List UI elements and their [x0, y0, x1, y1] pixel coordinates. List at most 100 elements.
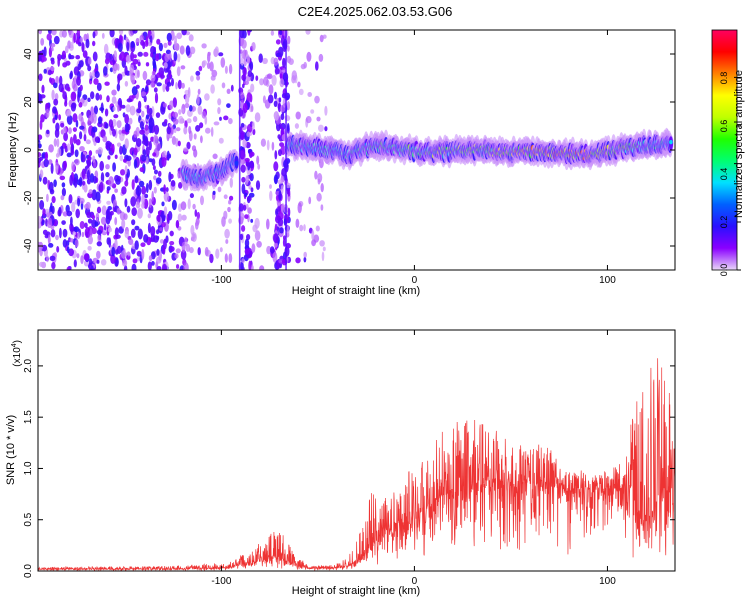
spectrogram-cell: [143, 51, 149, 57]
spectrogram-cell: [94, 221, 99, 227]
spectrogram-cell: [48, 243, 54, 248]
spectrogram-cell: [68, 248, 74, 257]
spectrogram-cell: [241, 258, 245, 264]
spectrogram-cell: [108, 176, 114, 187]
spectrogram-cell: [175, 248, 181, 254]
spectrogram-cell: [184, 120, 188, 129]
spectrogram-cell: [256, 155, 260, 165]
spectrogram-cell: [153, 175, 157, 181]
spectrogram-cell: [240, 122, 245, 128]
spectrogram-cell: [59, 75, 63, 86]
spectrogram-cell: [156, 248, 160, 256]
spectrogram-cell: [116, 245, 122, 254]
spectrogram-cell: [48, 144, 54, 153]
spectrogram-cell: [267, 94, 274, 104]
spectrogram-cell: [73, 226, 80, 233]
spectrogram-cell: [303, 256, 307, 263]
snr-y-tick-label: 0.0: [23, 564, 34, 578]
spectrogram-y-tick-label: 20: [23, 96, 34, 108]
spectrogram-cell: [224, 253, 228, 263]
spectrogram-cell: [188, 126, 192, 134]
spectrogram-cell: [92, 51, 98, 62]
spectrogram-cell: [112, 119, 117, 127]
spectrogram-cell: [70, 216, 73, 226]
spectrogram-cell: [156, 72, 161, 78]
spectrogram-cell: [286, 101, 290, 111]
spectrogram-cell: [96, 259, 100, 264]
spectrogram-cell: [76, 30, 81, 38]
spectrogram-cell: [64, 100, 68, 107]
spectrogram-cell: [195, 124, 201, 132]
spectrogram-cell: [276, 122, 281, 132]
spectrogram-cell: [310, 109, 315, 114]
spectrogram-cell: [108, 119, 114, 128]
spectrogram-cell: [38, 93, 43, 104]
spectrogram-cell: [75, 55, 81, 60]
spectrogram-cell: [177, 213, 183, 222]
spectrogram-cell: [78, 60, 84, 68]
spectrogram-cell: [172, 118, 179, 125]
spectrogram-cell: [204, 246, 209, 257]
spectrogram-cell: [114, 154, 118, 159]
spectrogram-cell: [198, 65, 203, 72]
spectrogram-cell: [54, 114, 58, 120]
spectrogram-cell: [55, 122, 60, 132]
spectrogram-cell: [165, 187, 169, 193]
spectrogram-cell: [56, 246, 60, 253]
spectrogram-cell: [177, 53, 181, 63]
spectrogram-cell: [305, 30, 311, 35]
spectrogram-cell: [126, 98, 132, 103]
spectrogram-cell: [83, 184, 88, 193]
spectrogram-cell: [77, 232, 81, 240]
spectrogram-cell: [47, 69, 52, 76]
snr-x-tick-label: 100: [599, 576, 616, 587]
spectrogram-cell: [113, 50, 118, 61]
spectrogram-cell: [50, 163, 54, 174]
spectrogram-y-ticks: -40 -20 0 20 40: [23, 48, 675, 253]
spectrogram-cell: [119, 155, 124, 162]
spectrogram-cell: [87, 235, 94, 245]
spectrogram-cell: [122, 259, 128, 267]
spectrogram-cell: [229, 195, 234, 201]
spectrogram-cell: [157, 170, 162, 177]
spectrogram-cell: [181, 82, 185, 89]
spectrogram-cell: [217, 107, 221, 115]
spectrogram-cell: [124, 198, 128, 208]
spectrogram-cell: [132, 258, 138, 264]
spectrogram-cell: [322, 246, 326, 252]
spectrogram-cell: [247, 207, 252, 214]
svg-text:(x104): (x104): [11, 340, 23, 367]
spectrogram-cell: [318, 53, 324, 62]
spectrogram-cell: [53, 179, 57, 188]
snr-series-line: [38, 358, 675, 571]
spectrogram-cell: [143, 234, 149, 243]
spectrogram-cell: [78, 42, 82, 47]
spectrogram-cell: [140, 242, 146, 247]
spectrogram-cell: [145, 62, 150, 67]
spectrogram-cell: [171, 199, 177, 211]
spectrogram-cell: [156, 266, 162, 270]
spectrogram-cell: [154, 92, 159, 104]
spectrogram-cell: [92, 155, 96, 163]
spectrogram-cell: [180, 249, 187, 260]
spectrogram-cell: [218, 137, 224, 144]
spectrogram-cell: [73, 259, 77, 268]
spectrogram-cell: [135, 185, 142, 197]
spectrogram-cell: [139, 121, 144, 130]
spectrogram-cell: [98, 116, 102, 125]
spectrogram-cell: [68, 127, 72, 134]
spectrogram-cell: [228, 118, 233, 125]
spectrogram-cell: [72, 84, 78, 92]
spectrogram-cell: [46, 193, 49, 203]
spectrogram-cell: [141, 194, 146, 205]
spectrogram-cell: [148, 179, 153, 191]
spectrogram-cell: [158, 42, 163, 52]
spectrogram-cell: [251, 42, 256, 51]
spectrogram-cell: [81, 180, 86, 186]
spectrogram-cell: [43, 46, 47, 57]
spectrogram-cell: [115, 234, 121, 239]
spectrogram-cell: [105, 214, 111, 225]
spectrogram-cell: [252, 224, 258, 233]
spectrogram-cell: [226, 103, 231, 108]
spectrogram-cell: [298, 88, 304, 96]
